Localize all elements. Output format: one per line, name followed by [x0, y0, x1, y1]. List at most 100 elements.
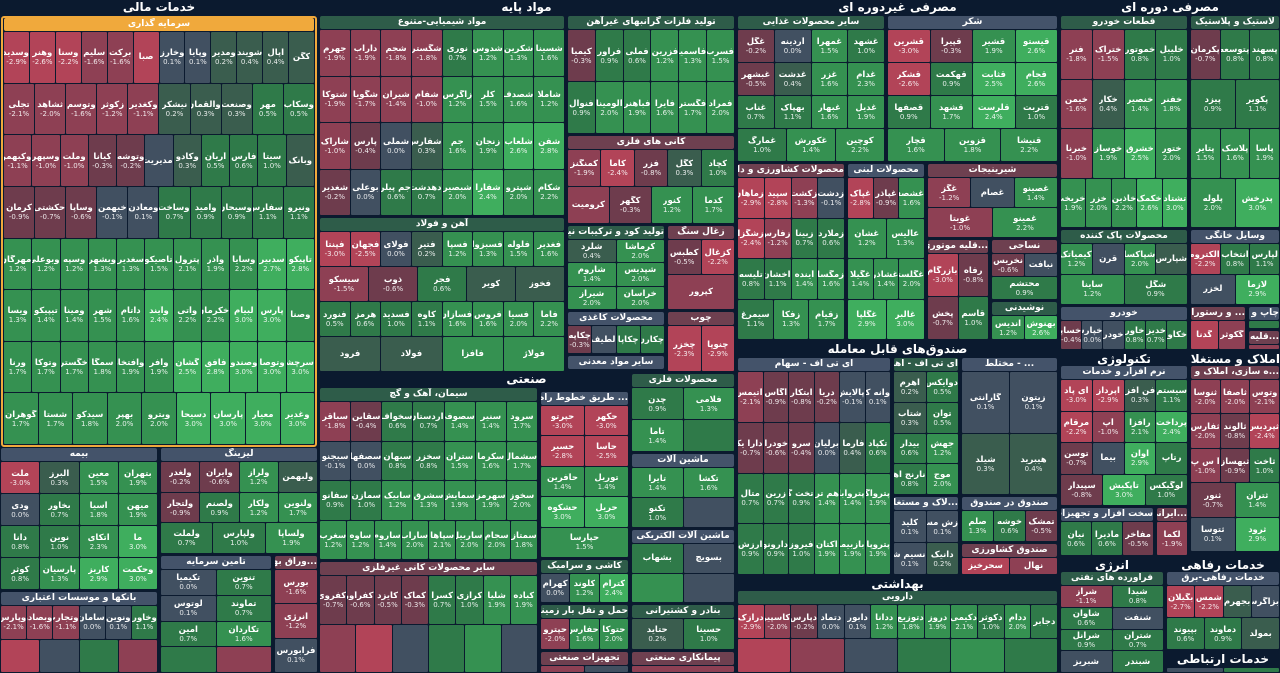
stock-tile-محتشم[interactable]: محتشم 0.9% [992, 277, 1057, 299]
stock-tile-جهرم[interactable]: جهرم -1.9% [320, 30, 350, 76]
stock-tile-شفارا[interactable]: شفارا 2.4% [473, 169, 503, 215]
stock-tile-بهنوش[interactable]: بهنوش 2.6% [1025, 316, 1057, 339]
stock-tile[interactable] [632, 573, 683, 602]
stock-tile-وپایا[interactable]: وپایا 0.1% [185, 32, 211, 83]
stock-tile[interactable] [392, 624, 428, 672]
stock-tile-شیلد[interactable]: شیلد 0.3% [962, 433, 1009, 494]
stock-tile-شوینده[interactable]: شوینده0.4% [237, 32, 263, 83]
stock-tile-فغدیر[interactable]: فغدیر 1.6% [534, 232, 564, 266]
stock-tile-قشهد[interactable]: قشهد 1.7% [930, 96, 972, 128]
stock-tile-نیان[interactable]: نیان 0.6% [1061, 522, 1091, 555]
stock-tile-شسینا[interactable]: شسینا 1.6% [534, 30, 564, 76]
stock-tile-آ س پ[interactable]: آ س پ -1.0% [1191, 448, 1220, 483]
stock-tile-ویسا[interactable]: ویسا 1.3% [4, 290, 32, 341]
stock-tile-کگل[interactable]: کگل 0.3% [668, 150, 701, 186]
stock-tile-چنوپا[interactable]: چنوپا -2.9% [701, 326, 734, 371]
stock-tile-غدام[interactable]: غدام 2.3% [848, 63, 884, 95]
stock-tile-وآیند[interactable]: وآیند 2.4% [145, 290, 173, 341]
stock-tile-وآتی[interactable]: وآتی 2.2% [173, 290, 201, 341]
stock-tile-شاراک[interactable]: شاراک -1.0% [320, 123, 350, 169]
stock-tile-فسازان[interactable]: فسازان 1.6% [442, 302, 473, 336]
stock-tile-سکرما[interactable]: سکرما 1.6% [475, 441, 506, 480]
stock-tile-قنیشا[interactable]: قنیشا 2.2% [1001, 129, 1058, 161]
stock-tile-شبصیر[interactable]: شبصیر 2.0% [442, 169, 473, 215]
stock-tile-سدبیر[interactable]: سدبیر 2.7% [258, 238, 286, 290]
stock-tile-وآفر[interactable]: وآفر 1.9% [145, 341, 173, 393]
stock-tile-شبندر[interactable]: شبندر [1112, 651, 1163, 672]
stock-tile-شگستر[interactable]: شگستر -1.8% [411, 30, 442, 76]
stock-tile-سیسکو[interactable]: سیسکو -1.5% [320, 267, 368, 301]
stock-tile-شتوکا[interactable]: شتوکا -1.9% [320, 76, 350, 122]
stock-tile-زش مسک[interactable]: زش مسک0.1% [926, 511, 958, 542]
stock-tile-غپاک[interactable]: غپاک -2.8% [848, 178, 873, 218]
stock-tile-وسنا[interactable]: وسنا -2.2% [55, 32, 81, 83]
stock-tile-شپارس[interactable]: شپارس [1156, 244, 1187, 274]
stock-tile-وانه کوچ[interactable]: وانه کوچ0.1% [865, 372, 890, 422]
stock-tile-ثاخت[interactable]: ثاخت 1.0% [1250, 448, 1280, 483]
stock-tile-صبا[interactable]: صبا [133, 32, 159, 83]
stock-tile-سجام[interactable]: سجام 2.0% [483, 520, 510, 559]
stock-tile-پارس[interactable]: پارس -0.4% [350, 123, 381, 169]
stock-tile-نیشکر[interactable]: نیشکر 0.2% [159, 83, 190, 135]
stock-tile-ساینا[interactable]: ساینا 1.2% [1061, 274, 1124, 304]
stock-tile-غگل[interactable]: غگل -0.2% [738, 30, 774, 62]
stock-tile-سصوفی[interactable]: سصوفی1.4% [444, 402, 475, 441]
stock-tile-خراسان[interactable]: خراسان 2.0% [616, 286, 664, 309]
stock-tile-لوگیکس[interactable]: لوگیکس 1.0% [1145, 474, 1187, 505]
stock-tile-کرازی[interactable]: کرازی 1.0% [456, 576, 483, 624]
stock-tile-سغرب[interactable]: سغرب 1.2% [320, 520, 347, 559]
stock-tile-شیراز[interactable]: شیراز 2.0% [568, 286, 616, 309]
stock-tile-سپیدار[interactable]: سپیدار -0.8% [1061, 474, 1103, 505]
stock-tile-خپارس[interactable]: خپارس0.0% [1082, 321, 1103, 349]
stock-tile-کرماشا[interactable]: کرماشا 2.0% [616, 240, 664, 263]
stock-tile-گکوثر[interactable]: گکوثر [1218, 321, 1245, 349]
stock-tile-ویترو[interactable]: ویترو 2.0% [142, 393, 176, 444]
stock-tile-مدیریت[interactable]: مدیریت [145, 135, 173, 186]
stock-tile-زنجان[interactable]: زنجان 1.9% [473, 123, 503, 169]
stock-tile-شلعاب[interactable]: شلعاب 2.6% [503, 123, 534, 169]
stock-tile-غصام[interactable]: غصام [971, 178, 1014, 207]
stock-tile[interactable] [216, 647, 271, 672]
stock-tile-غناب[interactable]: غناب 0.7% [738, 96, 774, 128]
stock-tile-سغدیر[interactable]: سغدیر 1.3% [117, 238, 145, 290]
stock-tile-کباده[interactable]: کباده 1.9% [510, 576, 537, 624]
stock-tile-توریل[interactable]: توریل 1.4% [585, 466, 628, 497]
stock-tile-قاسم[interactable]: قاسم 1.0% [958, 297, 988, 339]
stock-tile[interactable] [501, 624, 537, 672]
stock-tile-ملت[interactable]: ملت -3.0% [1, 462, 40, 493]
stock-tile-انتخاب[interactable]: انتخاب 0.8% [1220, 244, 1250, 274]
stock-tile-نارنج اهرم[interactable]: نارنج اهرم0.8% [894, 464, 926, 494]
stock-tile-پتروآبان[interactable]: پتروآبان1.4% [840, 473, 865, 524]
stock-tile-داراب[interactable]: داراب -1.9% [350, 30, 381, 76]
stock-tile-شدوس[interactable]: شدوس 1.2% [473, 30, 503, 76]
stock-tile-خموتور[interactable]: خموتور 0.8% [1124, 30, 1156, 79]
stock-tile-پلوله[interactable]: پلوله 2.0% [1191, 178, 1235, 227]
stock-tile-کزغال[interactable]: کزغال -2.2% [701, 240, 734, 274]
stock-tile[interactable] [118, 639, 157, 672]
stock-tile-ساوه[interactable]: ساوه 1.2% [347, 520, 374, 559]
stock-tile-شپترو[interactable]: شپترو 2.0% [503, 169, 534, 215]
stock-tile-سخواف[interactable]: سخواف 0.6% [382, 402, 413, 441]
stock-tile-کیمیاتک[interactable]: کیمیاتک 1.2% [1061, 244, 1092, 274]
stock-tile-کلر[interactable]: کلر 1.5% [473, 76, 503, 122]
stock-tile-مهر[interactable]: مهر 0.5% [252, 83, 283, 135]
stock-tile-امین[interactable]: امین 0.7% [161, 621, 216, 647]
stock-tile-سصفها[interactable]: سصفها 0.0% [351, 441, 382, 480]
stock-tile-وکبهمن[interactable]: وکبهمن-1.1% [4, 135, 32, 186]
stock-tile-فلوله[interactable]: فلوله 1.5% [503, 232, 534, 266]
stock-tile-ثاصفا[interactable]: ثاصفا -2.0% [1220, 380, 1250, 414]
stock-tile-غگلستا[interactable]: غگلستا2.0% [899, 259, 925, 299]
stock-tile-غشهد[interactable]: غشهد 1.0% [848, 30, 884, 62]
stock-tile-خریخت[interactable]: خریخت1.9% [1061, 178, 1086, 227]
stock-tile-تکیمیا[interactable]: تکیمیا 0.0% [161, 570, 216, 595]
stock-tile-دسیحا[interactable]: دسیحا 3.0% [176, 393, 211, 444]
stock-tile-وکادو[interactable]: وکادو 0.3% [173, 135, 201, 186]
stock-tile-بپیوند[interactable]: بپیوند 0.6% [1167, 618, 1204, 649]
stock-tile-حپارسا[interactable]: حپارسا 1.5% [541, 527, 628, 558]
stock-tile-گشان[interactable]: گشان 2.5% [173, 341, 201, 393]
stock-tile-کرومیت[interactable]: کرومیت [568, 187, 609, 223]
stock-tile-زشگزا[interactable]: زشگزا -2.4% [738, 218, 764, 258]
stock-tile-غزر[interactable]: غزر 1.6% [811, 63, 848, 95]
stock-tile-زماهان[interactable]: زماهان-2.9% [738, 178, 764, 218]
stock-tile-والقمان[interactable]: والقمان0.3% [190, 83, 221, 135]
